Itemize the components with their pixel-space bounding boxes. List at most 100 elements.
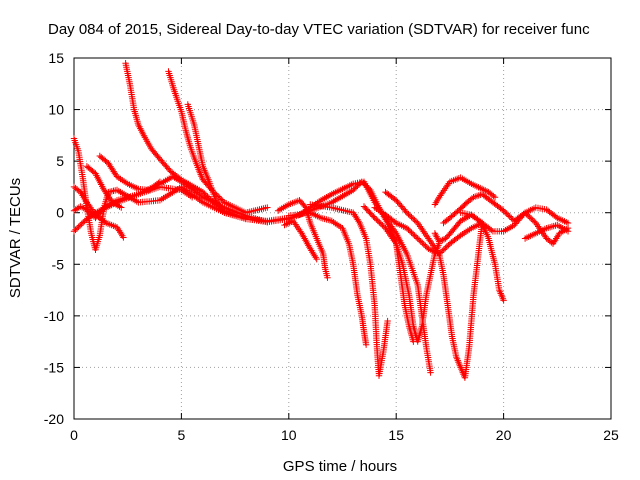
plot-frame <box>73 57 612 420</box>
data-point-marker <box>345 240 356 266</box>
y-tick-label: -5 <box>52 256 65 272</box>
x-tick-label: 20 <box>496 427 512 443</box>
data-point-marker <box>75 147 86 178</box>
data-point-marker <box>403 225 420 241</box>
chart-title: Day 084 of 2015, Sidereal Day-to-day VTE… <box>48 21 590 38</box>
data-point-marker <box>285 197 301 208</box>
y-tick-label: -15 <box>44 359 64 375</box>
data-point-marker <box>191 154 202 171</box>
data-point-marker <box>118 204 125 211</box>
data-point-marker <box>436 236 448 245</box>
series-20 <box>431 211 507 304</box>
y-tick-label: 0 <box>56 205 64 221</box>
y-tick-label: -20 <box>44 411 64 427</box>
data-point-marker <box>92 205 108 216</box>
data-point-marker <box>199 163 212 183</box>
series-12 <box>285 209 370 348</box>
data-point-marker <box>496 286 507 302</box>
data-point-marker <box>564 228 572 235</box>
data-point-marker <box>485 188 497 200</box>
data-point-marker <box>206 178 219 202</box>
data-point-marker <box>221 199 248 215</box>
data-point-marker <box>184 101 197 127</box>
data-point-marker <box>423 273 434 299</box>
data-point-marker <box>100 186 115 204</box>
data-point-marker <box>457 200 469 212</box>
data-point-marker <box>446 206 463 222</box>
data-point-marker <box>113 191 140 206</box>
data-point-marker <box>491 261 503 292</box>
data-point-marker <box>453 353 464 369</box>
data-point-marker <box>414 235 431 251</box>
data-point-marker <box>457 174 473 186</box>
data-point-marker <box>322 266 331 279</box>
x-tick-label: 15 <box>388 427 404 443</box>
data-point-marker <box>362 341 370 348</box>
data-point-marker <box>448 219 463 235</box>
data-point-marker <box>317 192 334 204</box>
data-point-marker <box>418 294 430 330</box>
data-point-marker <box>431 230 442 244</box>
data-point-marker <box>289 217 304 235</box>
data-point-marker <box>466 294 477 350</box>
data-point-marker <box>360 203 377 220</box>
data-point-marker <box>328 217 344 231</box>
series-track <box>73 138 414 342</box>
series-6 <box>83 163 125 211</box>
data-point-marker <box>113 173 130 186</box>
data-point-marker <box>186 142 197 160</box>
data-point-marker <box>442 229 454 242</box>
data-point-marker <box>281 218 295 229</box>
data-point-marker <box>463 195 476 206</box>
data-point-marker <box>468 180 484 192</box>
x-tick-label: 10 <box>281 427 297 443</box>
data-point-marker <box>444 302 455 338</box>
data-point-marker <box>96 152 111 166</box>
data-point-marker <box>70 219 87 235</box>
data-point-marker <box>403 209 420 225</box>
series-5 <box>96 152 164 194</box>
data-point-marker <box>81 210 98 225</box>
data-point-marker <box>436 180 452 201</box>
x-tick-label: 5 <box>178 427 186 443</box>
data-point-marker <box>264 204 271 211</box>
data-point-marker <box>356 219 369 240</box>
data-point-marker <box>393 219 409 231</box>
data-point-marker <box>401 302 412 328</box>
data-point-marker <box>195 142 206 168</box>
data-point-marker <box>403 250 421 287</box>
data-point-marker <box>478 185 491 195</box>
data-point-marker <box>298 230 313 251</box>
data-point-marker <box>307 201 333 211</box>
data-point-marker <box>427 252 438 278</box>
data-point-marker <box>221 207 248 222</box>
data-point-marker <box>436 250 447 276</box>
y-tick-label: -10 <box>44 308 64 324</box>
series-17 <box>382 188 486 381</box>
y-tick-label: 10 <box>48 102 64 118</box>
data-point-marker <box>478 190 495 205</box>
y-tick-label: 15 <box>48 50 64 66</box>
x-axis-label: GPS time / hours <box>283 458 397 475</box>
data-point-marker <box>350 209 362 225</box>
data-point-marker <box>178 108 189 132</box>
data-point-marker <box>165 68 176 87</box>
data-point-marker <box>350 261 361 297</box>
data-point-marker <box>382 188 398 203</box>
data-point-marker <box>554 221 570 234</box>
series-21 <box>457 209 572 247</box>
data-point-marker <box>242 215 269 224</box>
series-16 <box>371 204 486 258</box>
data-point-marker <box>478 219 495 234</box>
data-point-marker <box>141 134 154 151</box>
data-point-marker <box>113 224 126 239</box>
data-point-marker <box>124 180 140 192</box>
data-point-marker <box>491 194 499 201</box>
data-point-marker <box>178 176 205 195</box>
series-8 <box>165 68 271 216</box>
data-point-marker <box>70 183 82 194</box>
data-point-marker <box>354 292 365 317</box>
data-point-marker <box>431 195 442 208</box>
data-point-marker <box>148 145 162 161</box>
data-point-marker <box>393 240 406 266</box>
